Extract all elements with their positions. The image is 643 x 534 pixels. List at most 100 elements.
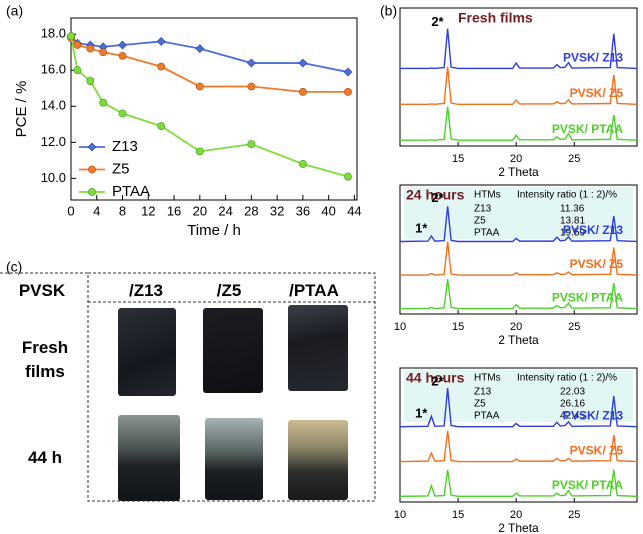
row-header: Fresh films bbox=[21, 338, 69, 381]
peak-annotation: 2* bbox=[431, 190, 444, 205]
marker bbox=[195, 82, 204, 91]
film-photo bbox=[203, 308, 263, 393]
x-tick-label: 20 bbox=[510, 509, 522, 521]
column-header: /PTAA bbox=[289, 281, 339, 300]
table-cell: 13.81 bbox=[560, 216, 585, 227]
marker bbox=[88, 188, 96, 196]
legend-label: Z5 bbox=[112, 160, 130, 177]
marker bbox=[118, 109, 127, 118]
series-label: PVSK/ PTAA bbox=[552, 478, 623, 492]
spectrum-line bbox=[399, 206, 638, 243]
table-header: HTMs bbox=[474, 190, 501, 201]
table-cell: 11.36 bbox=[560, 204, 585, 215]
x-tick-label: 25 bbox=[568, 509, 580, 521]
marker bbox=[86, 44, 95, 53]
panel-label: (b) bbox=[380, 3, 397, 19]
series-label: PVSK/ Z13 bbox=[563, 408, 623, 422]
table-cell: Z13 bbox=[474, 387, 492, 398]
y-tick-label: 10.0 bbox=[41, 170, 66, 185]
series-line bbox=[70, 35, 349, 73]
x-axis-label: 2 Theta bbox=[498, 521, 539, 534]
marker bbox=[246, 58, 256, 68]
panel-label: (c) bbox=[6, 259, 22, 275]
series-label: PVSK/ Z13 bbox=[563, 50, 623, 64]
film-photo bbox=[205, 418, 263, 500]
x-tick-label: 0 bbox=[67, 203, 74, 218]
x-tick-label: 4 bbox=[93, 203, 100, 218]
marker bbox=[247, 82, 256, 91]
marker bbox=[344, 87, 352, 96]
marker bbox=[73, 41, 82, 49]
photo-frame bbox=[87, 272, 376, 502]
spectrum-line bbox=[400, 241, 638, 276]
marker bbox=[157, 122, 166, 131]
series-label: PVSK/ PTAA bbox=[552, 290, 623, 304]
marker bbox=[343, 67, 353, 77]
peak-annotation: 2* bbox=[431, 14, 444, 29]
table-cell: Z13 bbox=[474, 204, 492, 215]
panel-title: 24 hours bbox=[406, 187, 465, 203]
film-photo bbox=[118, 308, 176, 396]
marker bbox=[118, 51, 127, 60]
table-cell: 19.59 bbox=[560, 228, 585, 239]
x-tick-label: 25 bbox=[568, 153, 580, 165]
plot-frame bbox=[70, 17, 358, 201]
x-tick-label: 15 bbox=[452, 509, 464, 521]
x-tick-label: 15 bbox=[452, 153, 464, 165]
x-tick-label: 16 bbox=[167, 203, 181, 218]
x-tick-label: 10 bbox=[394, 321, 406, 333]
panel-label: (a) bbox=[6, 3, 23, 19]
marker bbox=[195, 44, 205, 54]
y-tick-label: 12.0 bbox=[41, 134, 66, 149]
table-background bbox=[404, 370, 633, 422]
series-label: PVSK/ Z13 bbox=[563, 223, 623, 237]
legend-label: Z13 bbox=[112, 138, 138, 155]
series-label: PVSK/ Z5 bbox=[570, 443, 624, 457]
table-cell: PTAA bbox=[474, 228, 500, 239]
film-photo bbox=[118, 415, 180, 501]
marker bbox=[298, 160, 307, 168]
marker bbox=[156, 37, 166, 46]
y-tick-label: 18.0 bbox=[41, 26, 66, 41]
marker bbox=[87, 142, 97, 152]
x-tick-label: 10 bbox=[394, 509, 406, 521]
spectrum-line bbox=[400, 279, 638, 310]
plot-frame bbox=[399, 7, 638, 147]
x-tick-label: 8 bbox=[119, 203, 126, 218]
column-header: /Z13 bbox=[128, 281, 164, 300]
x-axis-label: 2 Theta bbox=[498, 333, 539, 347]
panel-title: 44 hours bbox=[406, 370, 465, 386]
peak-annotation: 1* bbox=[415, 406, 428, 421]
table-header: Intensity ratio (1 : 2)/% bbox=[517, 373, 617, 384]
table-cell: Z5 bbox=[474, 216, 486, 227]
x-axis-label: Time / h bbox=[187, 222, 241, 239]
x-tick-label: 24 bbox=[218, 203, 232, 218]
x-axis-label: 2 Theta bbox=[498, 165, 539, 179]
table-cell: PTAA bbox=[474, 411, 500, 422]
film-photo bbox=[288, 420, 348, 500]
table-cell: 22.03 bbox=[560, 387, 585, 398]
x-tick-label: 20 bbox=[510, 321, 522, 333]
x-tick-label: 40 bbox=[321, 203, 335, 218]
marker bbox=[73, 66, 82, 75]
column-header: PVSK bbox=[18, 281, 66, 300]
table-cell: Z5 bbox=[474, 399, 486, 410]
x-tick-label: 25 bbox=[568, 321, 580, 333]
table-header: HTMs bbox=[474, 373, 501, 384]
marker bbox=[344, 172, 352, 181]
series-line bbox=[70, 37, 348, 93]
marker bbox=[247, 140, 256, 149]
series-line bbox=[70, 35, 349, 178]
series-label: PVSK/ Z5 bbox=[570, 257, 624, 271]
y-tick-label: 16.0 bbox=[41, 62, 66, 77]
row-header: 44 h bbox=[27, 448, 63, 467]
table-background bbox=[404, 187, 633, 239]
table-cell: 26.16 bbox=[560, 399, 585, 410]
x-tick-label: 12 bbox=[141, 203, 155, 218]
marker bbox=[88, 165, 96, 174]
spectrum-line bbox=[400, 66, 638, 106]
spectrum-line bbox=[400, 106, 638, 141]
marker bbox=[67, 32, 75, 40]
y-tick-label: 14.0 bbox=[41, 98, 66, 113]
